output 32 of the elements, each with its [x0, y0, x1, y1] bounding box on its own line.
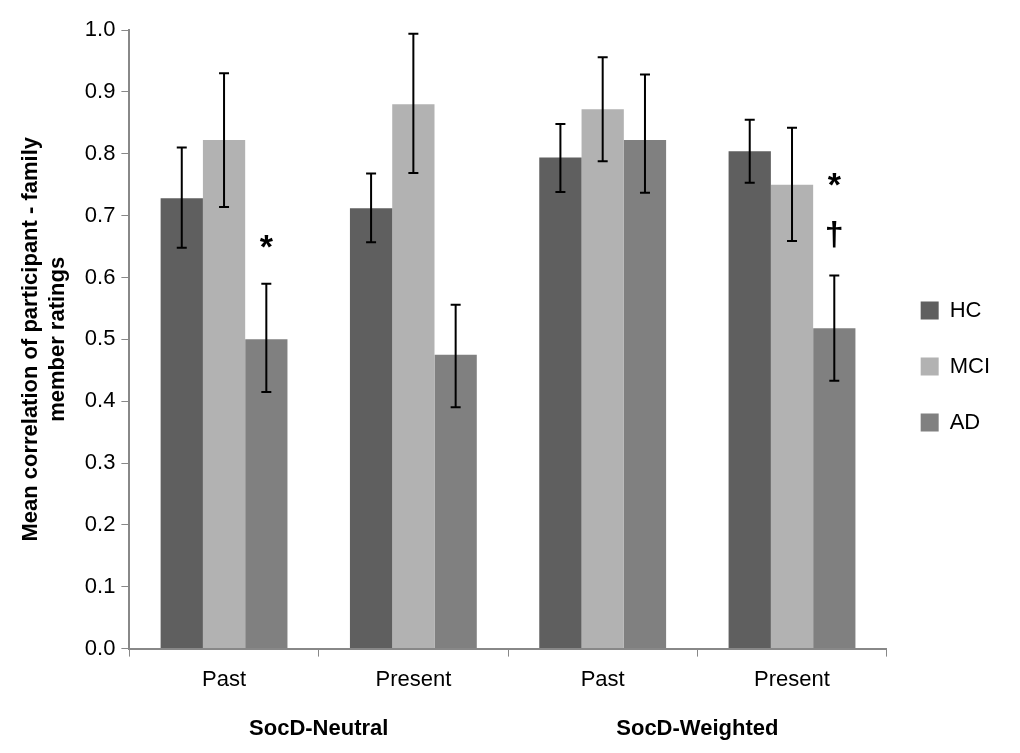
x-tick-label: Past	[580, 665, 625, 691]
text: SocD-Neutral	[249, 714, 389, 740]
bar	[728, 151, 771, 649]
x-tick-label: Present	[375, 665, 452, 691]
y-tick-label: 0.0	[84, 634, 116, 660]
legend-label: AD	[949, 408, 981, 434]
legend-label: MCI	[949, 352, 990, 378]
y-tick-label: 0.4	[84, 387, 116, 413]
bar	[202, 140, 246, 649]
y-tick-label: 0.7	[84, 201, 116, 227]
y-tick-label: 1.0	[84, 16, 116, 42]
bar	[770, 184, 814, 649]
y-tick-label: 0.2	[84, 510, 116, 536]
y-tick-label: 0.8	[84, 139, 116, 165]
annotation: *	[259, 226, 274, 265]
y-tick-label: 0.6	[84, 263, 116, 289]
bar	[349, 208, 393, 649]
legend-label: HC	[949, 296, 982, 322]
x-tick-label: Present	[754, 665, 830, 691]
bar	[160, 198, 203, 649]
y-axis-title: Mean correlation of participant - family member ratings	[17, 136, 69, 542]
y-tick-label: 0.1	[84, 572, 116, 598]
annotation: †	[824, 214, 844, 253]
text: SocD-Weighted	[616, 714, 779, 740]
y-tick-label: 0.5	[84, 325, 116, 351]
y-tick-label: 0.9	[84, 77, 116, 103]
annotation: *	[827, 164, 842, 203]
bar	[539, 157, 582, 649]
y-tick-label: 0.3	[84, 449, 116, 475]
bar	[392, 104, 435, 649]
bar	[581, 109, 624, 649]
x-tick-label: Past	[202, 665, 247, 691]
